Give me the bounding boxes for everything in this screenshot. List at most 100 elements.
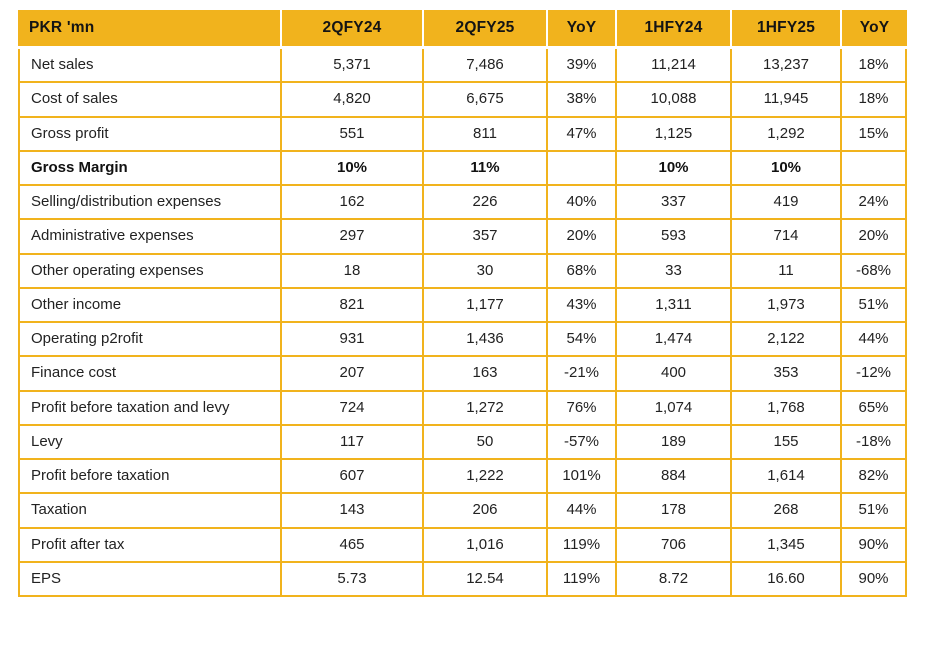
cell-value: 1,436 (424, 323, 548, 358)
cell-value: 5.73 (282, 562, 424, 597)
row-label: EPS (18, 562, 282, 597)
row-label: Profit before taxation and levy (18, 391, 282, 426)
row-label: Taxation (18, 494, 282, 529)
cell-value: 811 (424, 117, 548, 152)
cell-value: 24% (842, 186, 907, 221)
cell-value: 13,237 (732, 49, 842, 84)
cell-value: -68% (842, 254, 907, 289)
cell-value (548, 151, 617, 186)
row-label: Cost of sales (18, 83, 282, 118)
cell-value: 724 (282, 391, 424, 426)
row-label: Net sales (18, 49, 282, 84)
table-row: Operating p2rofit 931 1,436 54% 1,474 2,122 44… (18, 323, 907, 358)
table-body: Net sales 5,371 7,486 39% 11,214 13,237 18% Cos… (18, 49, 907, 597)
cell-value: 714 (732, 220, 842, 255)
cell-value: 18 (282, 254, 424, 289)
cell-value: 10% (732, 151, 842, 186)
cell-value: 207 (282, 357, 424, 392)
cell-value: 6,675 (424, 83, 548, 118)
cell-value: -12% (842, 357, 907, 392)
cell-value: 1,973 (732, 288, 842, 323)
cell-value: 353 (732, 357, 842, 392)
cell-value: 82% (842, 460, 907, 495)
cell-value: 593 (617, 220, 732, 255)
cell-value: 51% (842, 494, 907, 529)
table-header: PKR 'mn 2QFY24 2QFY25 YoY 1HFY24 1HFY25 YoY (18, 10, 907, 49)
cell-value: 43% (548, 288, 617, 323)
cell-value: 189 (617, 425, 732, 460)
row-label: Administrative expenses (18, 220, 282, 255)
row-label: Other operating expenses (18, 254, 282, 289)
cell-value: 155 (732, 425, 842, 460)
cell-value: 297 (282, 220, 424, 255)
cell-value: 1,345 (732, 528, 842, 563)
cell-value: 44% (842, 323, 907, 358)
cell-value: 50 (424, 425, 548, 460)
cell-value (842, 151, 907, 186)
row-label: Operating p2rofit (18, 323, 282, 358)
table-row: Gross Margin 10% 11% 10% 10% (18, 151, 907, 186)
cell-value: 465 (282, 528, 424, 563)
cell-value: 119% (548, 528, 617, 563)
cell-value: 1,614 (732, 460, 842, 495)
cell-value: 90% (842, 528, 907, 563)
cell-value: 607 (282, 460, 424, 495)
cell-value: 1,292 (732, 117, 842, 152)
column-header-1hfy24-4: 1HFY24 (617, 10, 732, 49)
cell-value: 20% (548, 220, 617, 255)
cell-value: 10% (617, 151, 732, 186)
cell-value: 163 (424, 357, 548, 392)
cell-value: -21% (548, 357, 617, 392)
cell-value: 551 (282, 117, 424, 152)
cell-value: 337 (617, 186, 732, 221)
cell-value: 1,272 (424, 391, 548, 426)
cell-value: 1,474 (617, 323, 732, 358)
row-label: Gross Margin (18, 151, 282, 186)
column-header-yoy-3: YoY (548, 10, 617, 49)
cell-value: 143 (282, 494, 424, 529)
table-row: Levy 117 50 -57% 189 155 -18% (18, 425, 907, 460)
cell-value: 400 (617, 357, 732, 392)
cell-value: 2,122 (732, 323, 842, 358)
cell-value: 39% (548, 49, 617, 84)
cell-value: 44% (548, 494, 617, 529)
cell-value: 10% (282, 151, 424, 186)
cell-value: 38% (548, 83, 617, 118)
table-row: Profit before taxation and levy 724 1,272 7… (18, 391, 907, 426)
row-label: Profit before taxation (18, 460, 282, 495)
cell-value: 90% (842, 562, 907, 597)
cell-value: 706 (617, 528, 732, 563)
row-label: Gross profit (18, 117, 282, 152)
table-row: Gross profit 551 811 47% 1,125 1,292 15% (18, 117, 907, 152)
column-header-pkr-mn-0: PKR 'mn (18, 10, 282, 49)
cell-value: -57% (548, 425, 617, 460)
cell-value: 54% (548, 323, 617, 358)
table-row: Net sales 5,371 7,486 39% 11,214 13,237 18% (18, 49, 907, 84)
column-header-yoy-6: YoY (842, 10, 907, 49)
cell-value: 4,820 (282, 83, 424, 118)
cell-value: 119% (548, 562, 617, 597)
cell-value: 1,016 (424, 528, 548, 563)
row-label: Other income (18, 288, 282, 323)
cell-value: 10,088 (617, 83, 732, 118)
cell-value: 206 (424, 494, 548, 529)
cell-value: 11,214 (617, 49, 732, 84)
cell-value: 65% (842, 391, 907, 426)
cell-value: 884 (617, 460, 732, 495)
cell-value: 40% (548, 186, 617, 221)
cell-value: 68% (548, 254, 617, 289)
cell-value: 15% (842, 117, 907, 152)
cell-value: 7,486 (424, 49, 548, 84)
cell-value: 419 (732, 186, 842, 221)
cell-value: 11% (424, 151, 548, 186)
cell-value: 76% (548, 391, 617, 426)
table-header-row: PKR 'mn 2QFY24 2QFY25 YoY 1HFY24 1HFY25 YoY (18, 10, 907, 49)
column-header-2qfy25-2: 2QFY25 (424, 10, 548, 49)
row-label: Profit after tax (18, 528, 282, 563)
cell-value: 101% (548, 460, 617, 495)
row-label: Finance cost (18, 357, 282, 392)
cell-value: 11,945 (732, 83, 842, 118)
cell-value: 5,371 (282, 49, 424, 84)
cell-value: 8.72 (617, 562, 732, 597)
